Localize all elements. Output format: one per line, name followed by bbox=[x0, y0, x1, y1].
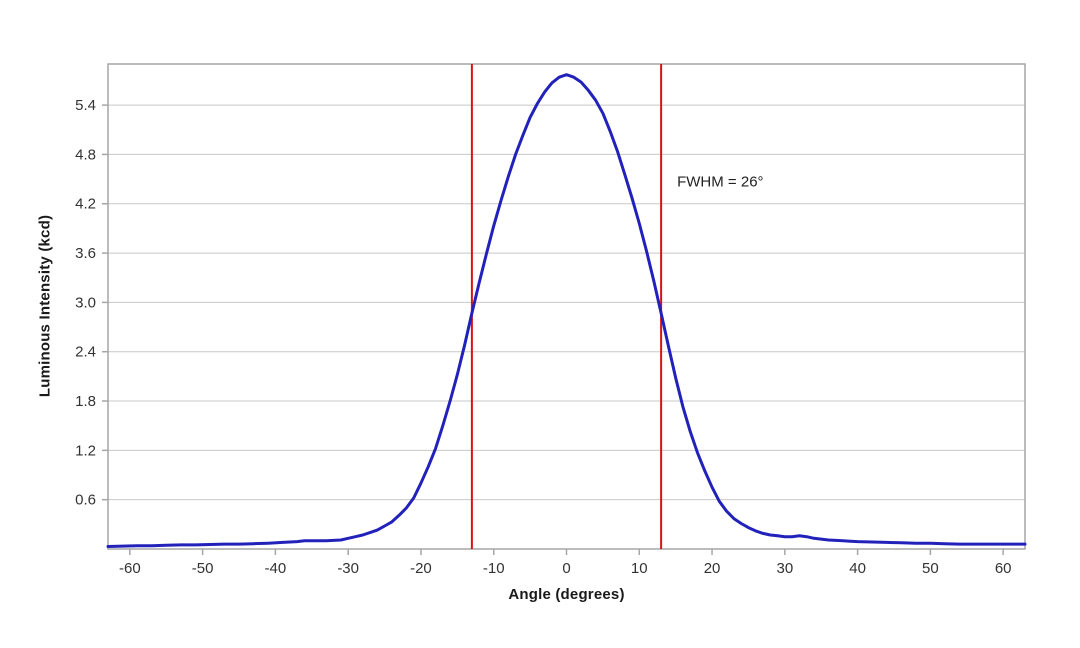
x-tick-label: -10 bbox=[483, 560, 505, 577]
x-tick-label: -60 bbox=[119, 560, 141, 577]
x-tick-label: 60 bbox=[995, 560, 1012, 577]
x-tick-label: 0 bbox=[562, 560, 570, 577]
y-tick-label: 3.6 bbox=[75, 245, 96, 262]
x-tick-label: -40 bbox=[265, 560, 287, 577]
x-axis-title: Angle (degrees) bbox=[508, 586, 625, 603]
y-tick-label: 3.0 bbox=[75, 294, 96, 311]
y-tick-label: 0.6 bbox=[75, 492, 96, 509]
y-axis-title: Luminous Intensity (kcd) bbox=[36, 214, 54, 398]
x-tick-label: 20 bbox=[704, 560, 721, 577]
y-tick-label: 1.8 bbox=[75, 393, 96, 410]
y-tick-label: 4.2 bbox=[75, 196, 96, 213]
y-tick-label: 5.4 bbox=[75, 97, 96, 114]
x-tick-label: -20 bbox=[410, 560, 432, 577]
fwhm-annotation: FWHM = 26° bbox=[677, 173, 764, 191]
x-tick-label: -30 bbox=[337, 560, 359, 577]
x-tick-label: 40 bbox=[849, 560, 866, 577]
plot-border bbox=[107, 63, 1026, 550]
y-tick-label: 1.2 bbox=[75, 442, 96, 459]
x-tick-label: 10 bbox=[631, 560, 648, 577]
y-tick-label: 4.8 bbox=[75, 146, 96, 163]
x-tick-label: 30 bbox=[776, 560, 793, 577]
luminous-intensity-curve bbox=[106, 73, 1027, 548]
x-tick-label: 50 bbox=[922, 560, 939, 577]
y-tick-label: 2.4 bbox=[75, 344, 96, 361]
x-tick-label: -50 bbox=[192, 560, 214, 577]
